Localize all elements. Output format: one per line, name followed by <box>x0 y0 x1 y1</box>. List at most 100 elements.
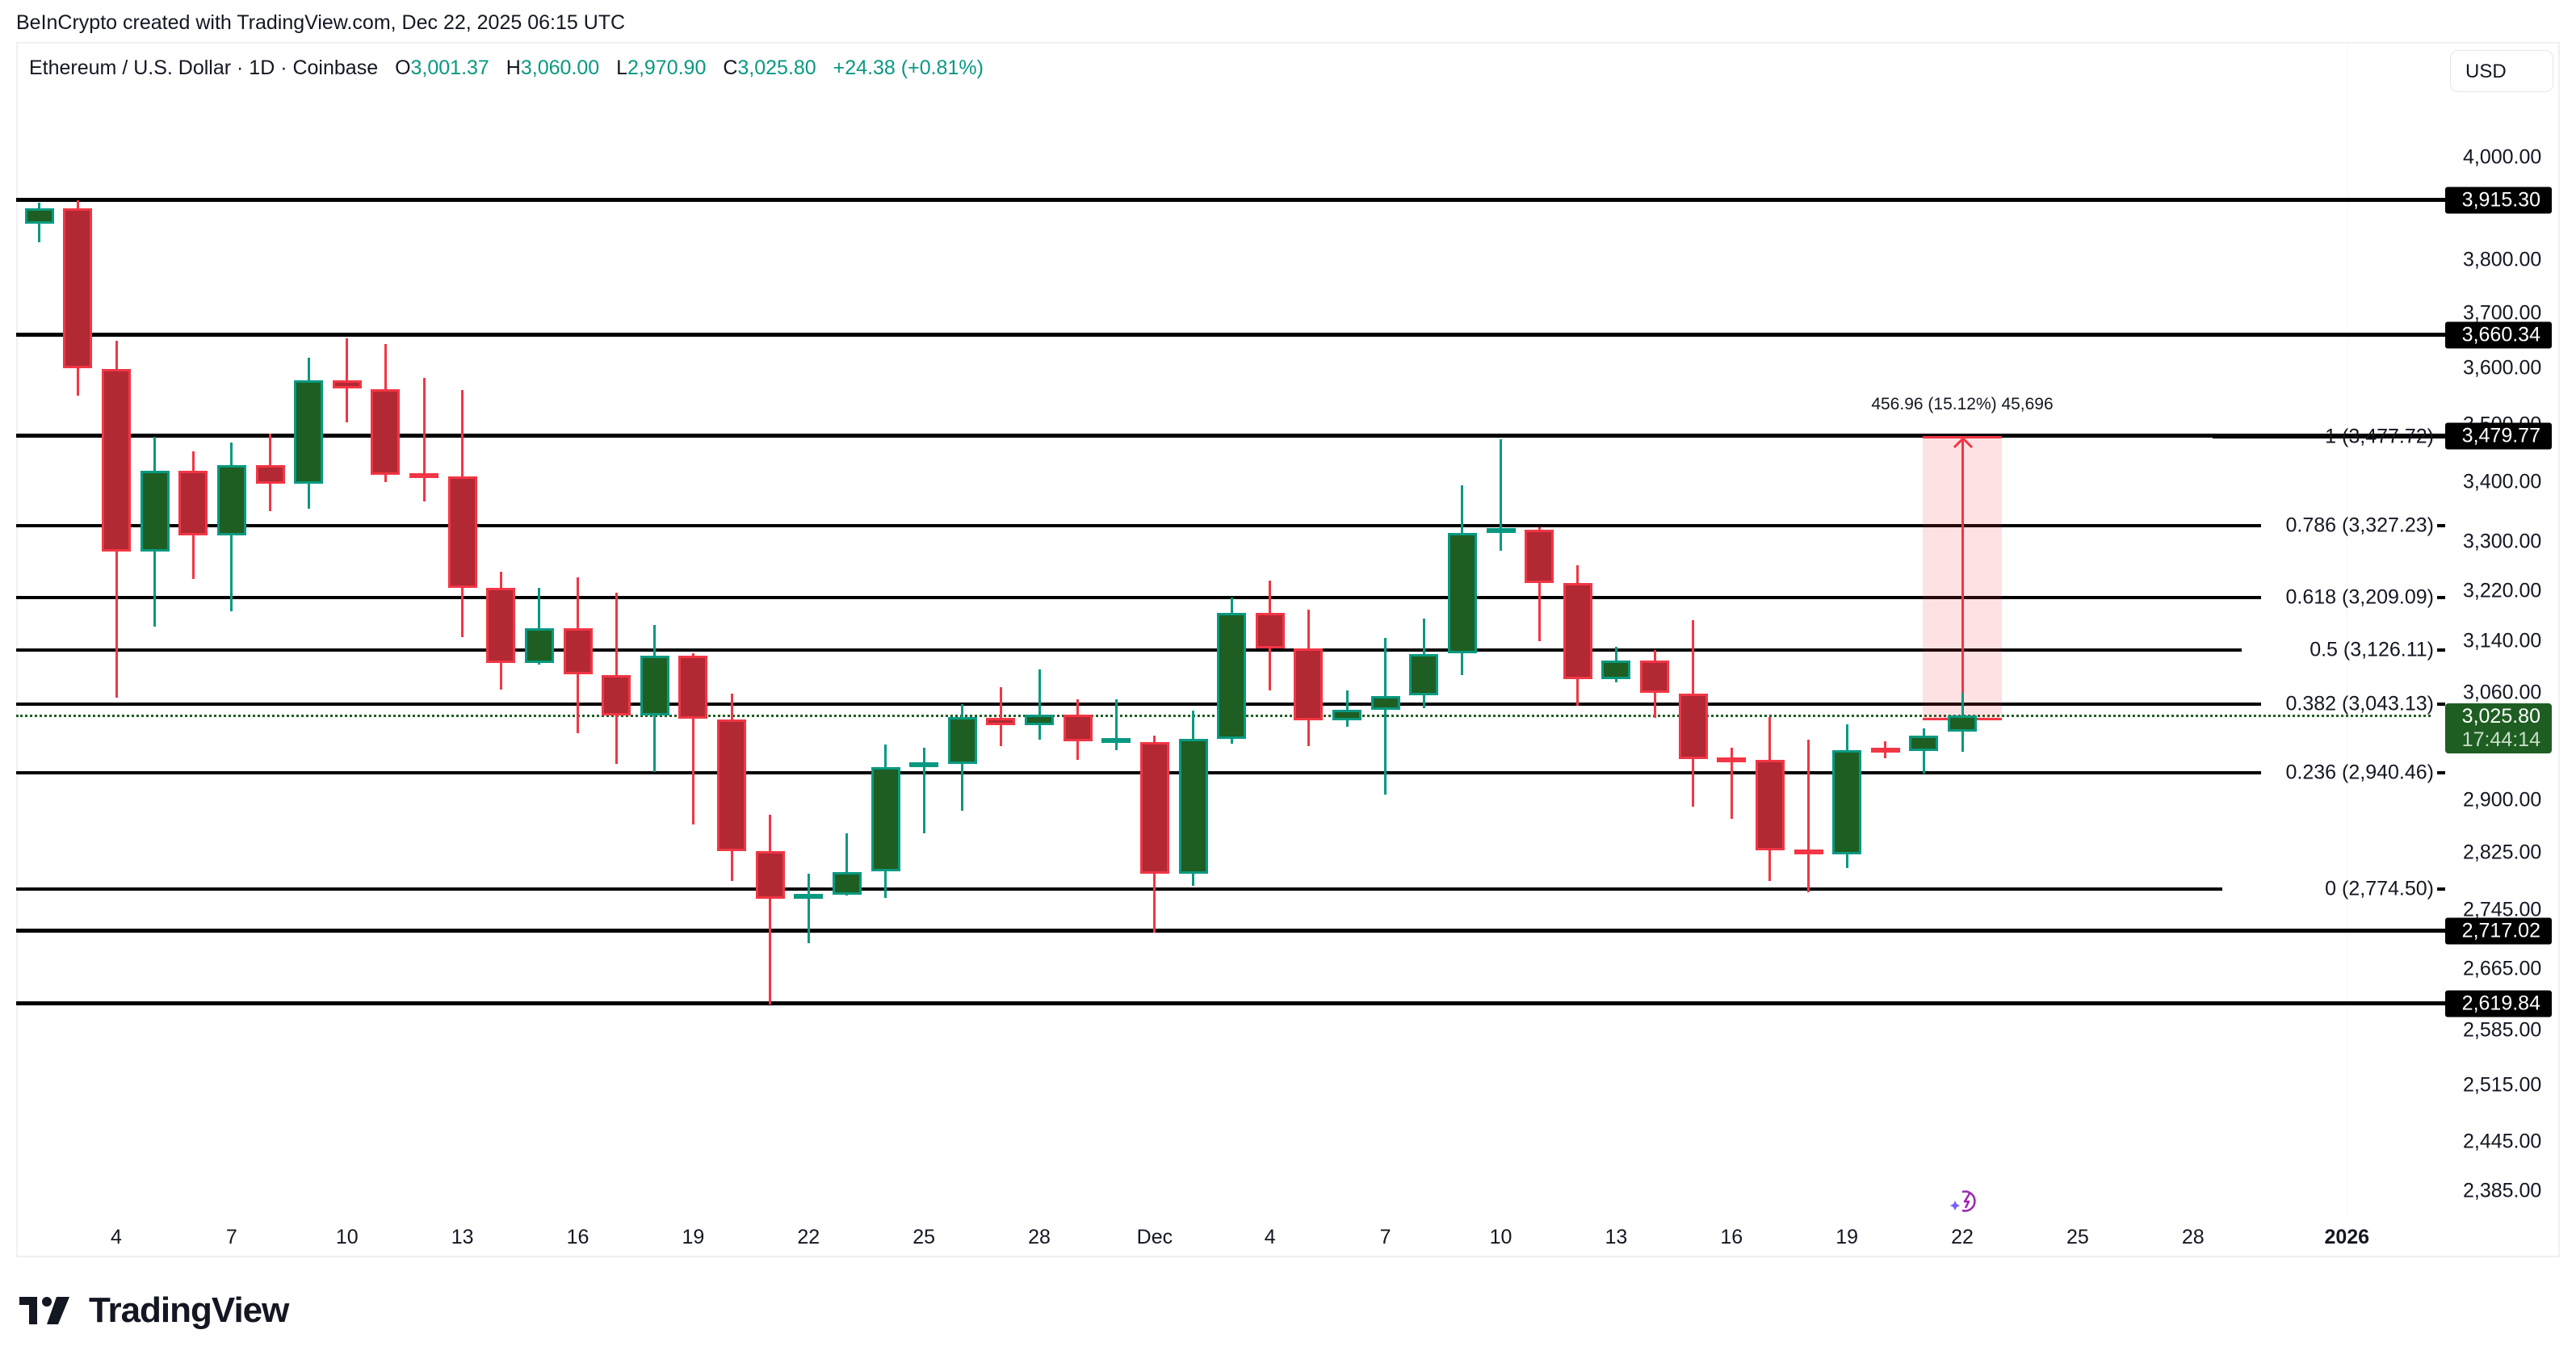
candle-body <box>871 766 900 871</box>
candle-body <box>1294 648 1324 720</box>
fib-level-end-dash <box>2437 887 2445 891</box>
horizontal-level-line[interactable] <box>16 1001 2445 1006</box>
fib-level-line[interactable] <box>16 596 2261 600</box>
candle-body <box>1948 715 1977 732</box>
candle-body <box>1870 748 1900 753</box>
price-axis-tick: 3,700.00 <box>2463 301 2542 325</box>
fib-level-line[interactable] <box>16 523 2261 527</box>
time-axis-tick: 16 <box>566 1226 589 1248</box>
candle-wick <box>1038 669 1041 740</box>
candle-body <box>794 894 824 900</box>
fib-level-end-dash <box>2437 702 2445 706</box>
candle-body <box>371 389 401 475</box>
candle-body <box>255 464 285 484</box>
candle-body <box>1139 741 1169 874</box>
change-value: +24.38 (+0.81%) <box>833 57 984 79</box>
candle-body <box>294 380 324 484</box>
candle-body <box>1640 661 1669 694</box>
time-axis-tick: Dec <box>1136 1226 1173 1248</box>
fib-level-line[interactable] <box>16 770 2261 774</box>
fib-level-line[interactable] <box>16 887 2222 891</box>
fib-level-label: 0.236 (2,940.46) <box>2285 761 2434 784</box>
horizontal-level-line[interactable] <box>16 333 2445 338</box>
fib-level-line[interactable] <box>16 648 2242 652</box>
time-axis-tick: 4 <box>1264 1226 1276 1248</box>
price-axis-tick: 2,515.00 <box>2463 1073 2542 1097</box>
time-axis-tick: 22 <box>797 1226 820 1248</box>
bar-countdown: 17:44:14 <box>2461 728 2540 751</box>
candle-body <box>563 627 593 674</box>
candle-wick <box>922 748 925 833</box>
lightning-sparkle-icon[interactable] <box>1949 1184 1982 1216</box>
price-axis-tick: 3,600.00 <box>2463 356 2542 380</box>
time-axis-tick: 10 <box>335 1226 359 1248</box>
time-axis-tick: 28 <box>1028 1226 1051 1248</box>
price-axis-tick: 2,900.00 <box>2463 788 2542 812</box>
price-axis-tick: 2,585.00 <box>2463 1018 2542 1042</box>
high-label: H <box>506 57 521 79</box>
time-axis-tick: 28 <box>2181 1226 2205 1248</box>
candle-body <box>1063 715 1093 742</box>
time-axis-tick: 7 <box>225 1226 237 1248</box>
candle-wick <box>1922 728 1925 774</box>
candle-wick <box>807 873 810 944</box>
candle-body <box>947 717 977 765</box>
tradingview-brand: TradingView <box>89 1290 289 1330</box>
candle-body <box>717 719 746 852</box>
candle-body <box>332 380 362 388</box>
candle-wick <box>999 686 1002 746</box>
candle-wick <box>1114 698 1118 750</box>
candle-wick <box>422 377 426 501</box>
symbol-title[interactable]: Ethereum / U.S. Dollar · 1D · Coinbase <box>29 57 379 79</box>
candle-body <box>24 208 54 224</box>
fib-level-line[interactable] <box>16 702 2261 706</box>
current-price: 3,025.80 <box>2461 705 2540 728</box>
candle-body <box>1409 654 1439 695</box>
price-axis-tick: 3,400.00 <box>2463 470 2542 493</box>
candle-body <box>1178 738 1208 874</box>
candle-body <box>1755 760 1785 851</box>
candle-body <box>1525 529 1554 584</box>
low-label: L <box>616 57 628 79</box>
candle-body <box>524 627 554 664</box>
fib-level-line[interactable] <box>2213 435 2442 438</box>
time-axis-tick: 19 <box>682 1226 705 1248</box>
measure-label: 456.96 (15.12%) 45,696 <box>1871 395 2054 414</box>
currency-button[interactable]: USD <box>2450 50 2553 92</box>
candle-body <box>1563 583 1592 679</box>
candle-body <box>1717 757 1747 762</box>
horizontal-level-price-tag: 3,915.30 <box>2445 187 2552 214</box>
tradingview-watermark[interactable]: TradingView <box>19 1290 289 1331</box>
candle-body <box>1678 694 1708 759</box>
candle-body <box>640 655 669 715</box>
candle-wick <box>769 815 772 1005</box>
time-axis-tick: 7 <box>1379 1226 1391 1248</box>
candle-wick <box>1500 439 1502 551</box>
candle-body <box>102 368 131 552</box>
price-axis-tick: 4,000.00 <box>2463 145 2542 169</box>
time-axis-tick: 13 <box>451 1226 474 1248</box>
candle-body <box>1601 661 1631 679</box>
candle-body <box>1794 849 1823 855</box>
chart-caption: BeInCrypto created with TradingView.com,… <box>16 11 626 34</box>
time-axis-tick: 16 <box>1720 1226 1743 1248</box>
candle-wick <box>845 833 849 896</box>
time-axis-tick: 10 <box>1489 1226 1512 1248</box>
horizontal-level-line[interactable] <box>16 198 2445 203</box>
price-axis-tick: 3,220.00 <box>2463 579 2542 602</box>
horizontal-level-price-tag: 2,619.84 <box>2445 990 2552 1017</box>
price-axis-tick: 3,800.00 <box>2463 248 2542 271</box>
horizontal-level-line[interactable] <box>16 929 2445 933</box>
candle-body <box>1332 710 1361 720</box>
horizontal-level-price-tag: 3,660.34 <box>2445 321 2552 349</box>
current-price-tag: 3,025.80 17:44:14 <box>2445 703 2552 753</box>
fib-level-label: 1 (3,477.72) <box>2325 425 2434 448</box>
horizontal-level-line[interactable] <box>16 434 2445 438</box>
candle-body <box>1217 613 1247 739</box>
open-value: 3,001.37 <box>410 57 489 79</box>
symbol-legend: Ethereum / U.S. Dollar · 1D · Coinbase O… <box>29 57 995 80</box>
candle-body <box>447 476 477 589</box>
candle-body <box>1101 738 1131 744</box>
